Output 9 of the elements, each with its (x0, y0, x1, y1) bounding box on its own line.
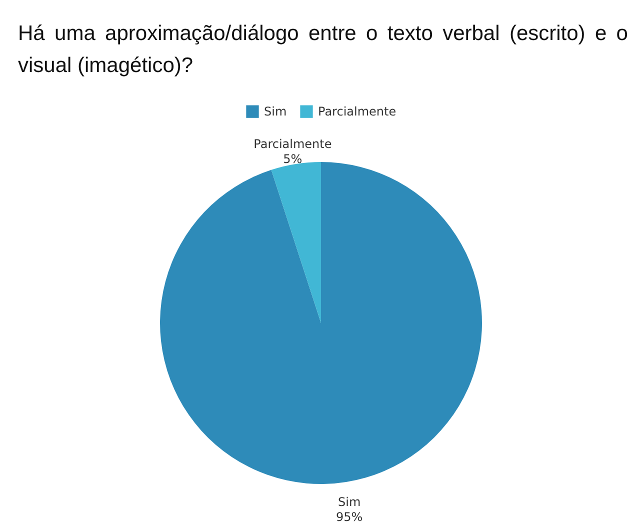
legend-label: Parcialmente (318, 104, 396, 119)
chart-title: Há uma aproximação/diálogo entre o texto verbal (escrito) e o visual (imagético)? (18, 21, 628, 79)
data-label: 5% (283, 152, 302, 166)
data-label: 95% (336, 510, 363, 524)
slice-label: Sim (338, 494, 361, 509)
slice-label: Parcialmente (254, 137, 332, 152)
pie-slice (160, 162, 482, 484)
legend-label: Sim (264, 104, 287, 119)
pie-slice (271, 162, 321, 323)
